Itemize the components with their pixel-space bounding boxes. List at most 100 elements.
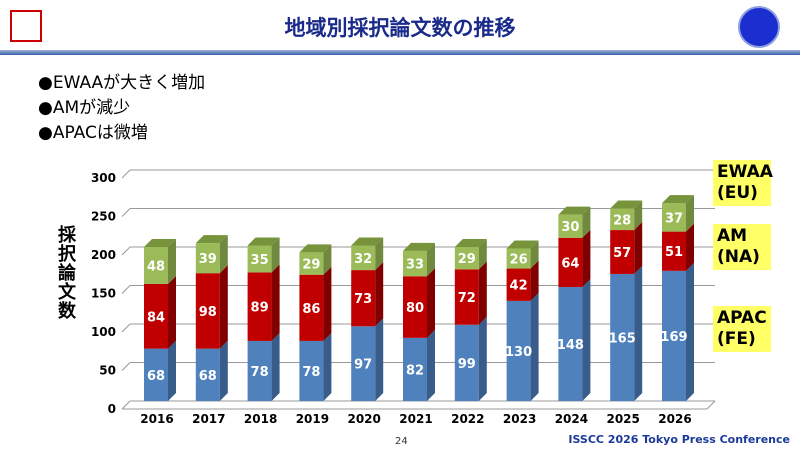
bar-side [168, 340, 176, 401]
data-label: 68 [199, 369, 217, 384]
data-label: 89 [251, 301, 269, 316]
data-label: 51 [665, 245, 683, 260]
bar-side [323, 332, 332, 401]
bar-segment [144, 348, 168, 401]
data-label: 37 [665, 211, 683, 226]
bar-segment [351, 326, 376, 401]
x-tick-label: 2025 [606, 412, 639, 426]
data-label: 169 [660, 330, 687, 345]
data-label: 64 [561, 256, 579, 271]
bar-side [271, 264, 280, 341]
bar-top [247, 237, 280, 246]
data-label: 68 [147, 369, 165, 384]
data-label: 32 [354, 252, 372, 267]
bar-segment [506, 248, 531, 269]
bar-top [558, 206, 591, 215]
bar-segment [247, 272, 272, 341]
bar-side [375, 262, 384, 327]
sscs-logo [10, 10, 42, 42]
bar-segment [610, 230, 635, 274]
data-label: 29 [458, 252, 476, 267]
data-label: 73 [354, 292, 372, 307]
bar-segment [454, 247, 479, 270]
y-tick-label: 100 [91, 325, 116, 339]
legend-am: AM (NA) [713, 224, 771, 270]
data-label: 86 [302, 302, 320, 317]
gridline-diag [121, 400, 131, 410]
bar-side [478, 239, 487, 270]
bar-segment [299, 274, 324, 341]
bar-side [271, 332, 280, 401]
gridline-diag [121, 323, 131, 333]
bar-top [144, 239, 176, 247]
bar-top [454, 239, 487, 247]
header-divider [0, 50, 800, 55]
bar-segment [351, 270, 376, 327]
bar-top [662, 195, 694, 204]
conference-name: ISSCC 2026 Tokyo Press Conference [568, 433, 790, 446]
data-label: 29 [302, 258, 320, 273]
bar-side [634, 200, 643, 231]
bar-side [219, 235, 228, 274]
data-label: 72 [458, 291, 476, 306]
bar-segment [144, 247, 168, 284]
data-label: 39 [199, 252, 217, 267]
data-label: 28 [613, 213, 631, 228]
x-tick-label: 2020 [347, 412, 380, 426]
bar-side [271, 237, 280, 273]
bar-side [634, 222, 643, 274]
bar-segment [662, 231, 686, 271]
bar-side [323, 244, 332, 275]
x-tick-label: 2024 [555, 412, 588, 426]
data-label: 33 [406, 258, 424, 273]
data-label: 30 [561, 220, 579, 235]
y-tick-label: 50 [99, 364, 116, 378]
bar-segment [454, 269, 479, 325]
bar-segment [403, 276, 427, 338]
data-label: 148 [557, 338, 584, 353]
bar-top [351, 237, 384, 246]
bar-side [686, 262, 694, 401]
bar-segment [195, 273, 220, 349]
data-label: 99 [458, 357, 476, 372]
bar-side [686, 223, 694, 271]
data-label: 26 [510, 253, 528, 268]
bar-top [195, 235, 228, 244]
bar-segment [351, 245, 376, 271]
bar-segment [247, 340, 272, 401]
isscc-logo [738, 6, 780, 48]
x-tick-label: 2018 [244, 412, 277, 426]
bar-segment [662, 270, 686, 401]
bar-side [168, 275, 176, 349]
bar-segment [558, 214, 583, 238]
x-tick-label: 2016 [140, 412, 173, 426]
x-tick-label: 2026 [658, 412, 691, 426]
y-tick-label: 250 [91, 210, 116, 224]
bar-side [530, 240, 539, 269]
x-tick-label: 2017 [192, 412, 225, 426]
bar-side [427, 242, 435, 277]
x-tick-label: 2022 [451, 412, 484, 426]
gridline-diag [121, 246, 131, 256]
bar-segment [558, 287, 583, 401]
slide-title: 地域別採択論文数の推移 [284, 16, 516, 40]
gridline-diag [121, 208, 131, 217]
bar-segment [247, 245, 272, 273]
bar-side [478, 316, 487, 401]
data-label: 42 [510, 279, 528, 294]
x-tick-label: 2021 [399, 412, 432, 426]
bar-segment [299, 252, 324, 275]
bullet-1: ●EWAAが大きく増加 [38, 73, 206, 93]
data-label: 57 [613, 246, 631, 261]
bar-segment [144, 283, 168, 349]
bar-segment [558, 237, 583, 288]
bar-segment [403, 337, 427, 401]
data-label: 98 [199, 305, 217, 320]
bar-side [530, 260, 539, 301]
bar-segment [403, 250, 427, 277]
bar-side [168, 239, 176, 284]
data-label: 78 [302, 365, 320, 380]
bar-side [582, 229, 591, 288]
bar-segment [506, 268, 531, 301]
bar-top [610, 200, 643, 209]
